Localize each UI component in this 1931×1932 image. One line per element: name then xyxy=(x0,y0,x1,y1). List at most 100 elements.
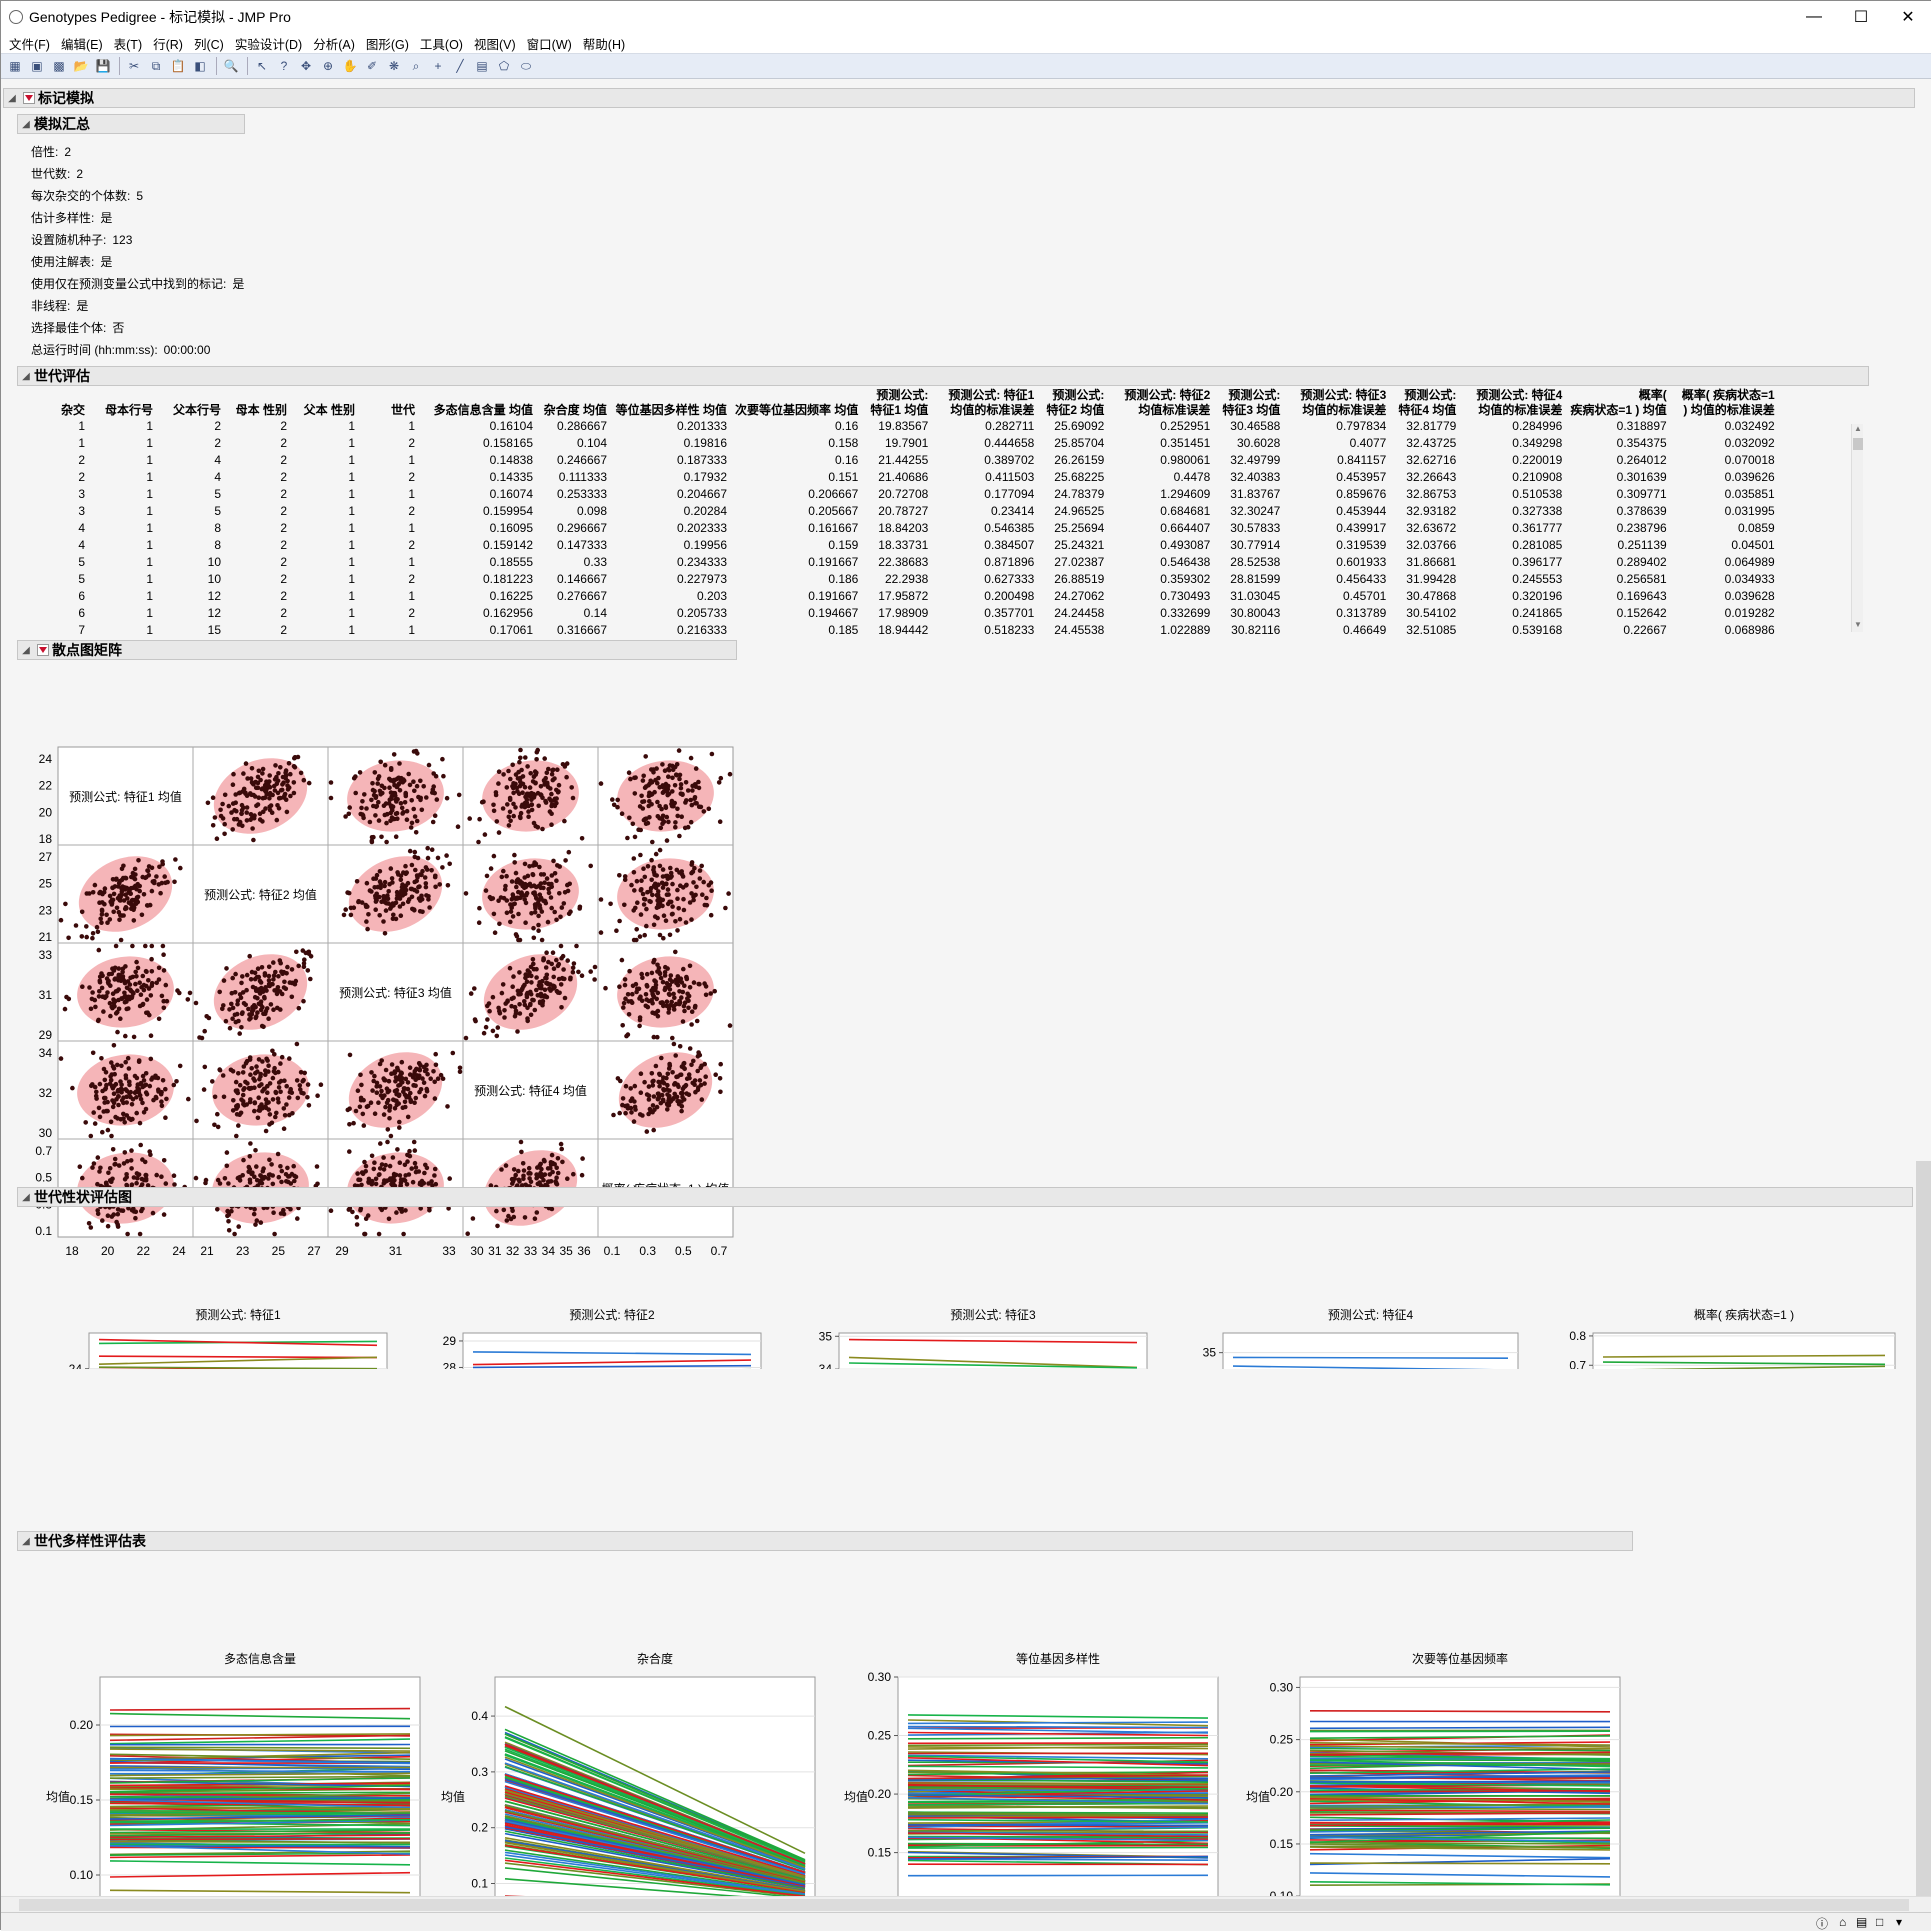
y-tick-label: 0.25 xyxy=(868,1729,892,1743)
y-axis-label: 均值 xyxy=(1246,1789,1270,1804)
y-axis-label: 均值 xyxy=(46,1789,70,1804)
minimize-button[interactable]: — xyxy=(1791,1,1837,33)
menu-bar: 文件(F) 编辑(E) 表(T) 行(R) 列(C) 实验设计(D) 分析(A) 图形(G) 工… xyxy=(1,33,1931,53)
y-tick-label: 0.20 xyxy=(1270,1785,1294,1799)
series-line xyxy=(110,1747,410,1748)
crosshair-icon[interactable]: ⊕ xyxy=(318,56,338,76)
chart-title: 杂合度 xyxy=(637,1651,673,1666)
save-icon[interactable]: 💾 xyxy=(93,56,113,76)
annotate-icon[interactable]: ▤ xyxy=(472,56,492,76)
arrow-tool-icon[interactable]: ↖ xyxy=(252,56,272,76)
y-tick-label: 0.10 xyxy=(70,1868,94,1882)
menu-item-0[interactable]: 文件(F) xyxy=(9,34,50,53)
menu-item-3[interactable]: 行(R) xyxy=(153,34,183,53)
jmp-app-icon xyxy=(9,10,23,24)
y-tick-label: 0.2 xyxy=(471,1821,488,1835)
toolbar-separator xyxy=(216,57,217,75)
series-line xyxy=(1310,1727,1610,1728)
series-line xyxy=(110,1839,410,1840)
y-tick-label: 0.15 xyxy=(70,1793,94,1807)
selection-icon[interactable]: ✥ xyxy=(296,56,316,76)
menu-item-4[interactable]: 列(C) xyxy=(194,34,224,53)
menu-item-10[interactable]: 窗口(W) xyxy=(527,34,572,53)
toolbar: ▦▣▩📂💾 ✂⧉📋◧ 🔍 ↖?✥⊕✋✐❋⌕+╱▤⬠⬭ xyxy=(1,53,1931,79)
brush-icon[interactable]: ✐ xyxy=(362,56,382,76)
y-tick-label: 0.3 xyxy=(471,1765,488,1779)
polygon-icon[interactable]: ⬠ xyxy=(494,56,514,76)
series-line xyxy=(1310,1846,1610,1847)
y-axis-label: 均值 xyxy=(441,1789,465,1804)
help-tool-icon[interactable]: ? xyxy=(274,56,294,76)
horizontal-scroll-thumb[interactable] xyxy=(19,1899,1909,1911)
right-panel-scrollbar[interactable] xyxy=(1916,1161,1931,1896)
menu-item-6[interactable]: 分析(A) xyxy=(313,34,355,53)
diversity-charts-block: 多态信息含量0.200.150.1012世代均值杂合度0.40.30.20.11… xyxy=(1,79,1931,1896)
series-line xyxy=(908,1727,1208,1728)
series-line xyxy=(1310,1863,1610,1864)
series-line xyxy=(908,1744,1208,1745)
horizontal-scrollbar[interactable] xyxy=(1,1896,1931,1912)
toolbar-separator xyxy=(119,57,120,75)
y-tick-label: 0.1 xyxy=(471,1877,488,1891)
window-list-icon[interactable]: ▤ xyxy=(1856,1915,1867,1929)
title-bar: Genotypes Pedigree - 标记模拟 - JMP Pro — ☐ … xyxy=(1,1,1931,33)
status-bar: ⓘ ⌂ ▤ □ ▾ xyxy=(1,1912,1931,1931)
copy-image-icon[interactable]: ◧ xyxy=(190,56,210,76)
cut-icon[interactable]: ✂ xyxy=(124,56,144,76)
paste-icon[interactable]: 📋 xyxy=(168,56,188,76)
y-tick-label: 0.10 xyxy=(1270,1889,1294,1896)
series-line xyxy=(1310,1781,1610,1782)
chart-title: 等位基因多样性 xyxy=(1016,1651,1100,1666)
new-project-icon[interactable]: ▩ xyxy=(49,56,69,76)
line-icon[interactable]: ╱ xyxy=(450,56,470,76)
find-icon[interactable]: 🔍 xyxy=(221,56,241,76)
toolbar-separator xyxy=(247,57,248,75)
maximize-button[interactable]: ☐ xyxy=(1838,1,1884,33)
series-line xyxy=(908,1848,1208,1849)
chart-title: 多态信息含量 xyxy=(224,1651,296,1666)
series-line xyxy=(908,1844,1208,1845)
open-icon[interactable]: 📂 xyxy=(71,56,91,76)
home-icon[interactable]: ⌂ xyxy=(1839,1915,1846,1929)
y-axis-label: 均值 xyxy=(844,1789,868,1804)
lasso-icon[interactable]: ❋ xyxy=(384,56,404,76)
menu-item-5[interactable]: 实验设计(D) xyxy=(235,34,302,53)
series-line xyxy=(1310,1826,1610,1827)
series-line xyxy=(908,1817,1208,1818)
layout-icon[interactable]: □ xyxy=(1876,1915,1883,1929)
magnifier-icon[interactable]: ⌕ xyxy=(406,56,426,76)
y-tick-label: 0.4 xyxy=(471,1709,488,1723)
series-line xyxy=(1310,1711,1610,1712)
dropdown-icon[interactable]: ▾ xyxy=(1896,1915,1902,1929)
menu-item-8[interactable]: 工具(O) xyxy=(420,34,463,53)
y-tick-label: 0.20 xyxy=(70,1718,94,1732)
series-line xyxy=(908,1825,1208,1826)
menu-item-11[interactable]: 帮助(H) xyxy=(583,34,625,53)
menu-item-9[interactable]: 视图(V) xyxy=(474,34,516,53)
new-script-icon[interactable]: ▣ xyxy=(27,56,47,76)
chart-title: 次要等位基因频率 xyxy=(1412,1651,1508,1666)
menu-item-1[interactable]: 编辑(E) xyxy=(61,34,103,53)
new-table-icon[interactable]: ▦ xyxy=(5,56,25,76)
series-line xyxy=(110,1812,410,1813)
info-icon[interactable]: ⓘ xyxy=(1816,1915,1828,1932)
menu-item-7[interactable]: 图形(G) xyxy=(366,34,409,53)
y-tick-label: 0.15 xyxy=(1270,1837,1294,1851)
close-button[interactable]: ✕ xyxy=(1885,1,1931,33)
copy-icon[interactable]: ⧉ xyxy=(146,56,166,76)
ellipse-icon[interactable]: ⬭ xyxy=(516,56,536,76)
plus-icon[interactable]: + xyxy=(428,56,448,76)
hand-icon[interactable]: ✋ xyxy=(340,56,360,76)
y-tick-label: 0.30 xyxy=(868,1670,892,1684)
y-tick-label: 0.15 xyxy=(868,1846,892,1860)
y-tick-label: 0.30 xyxy=(1270,1680,1294,1694)
series-line xyxy=(110,1792,410,1793)
series-line xyxy=(908,1738,1208,1739)
menu-item-2[interactable]: 表(T) xyxy=(114,34,142,53)
window-title: Genotypes Pedigree - 标记模拟 - JMP Pro xyxy=(29,7,291,27)
